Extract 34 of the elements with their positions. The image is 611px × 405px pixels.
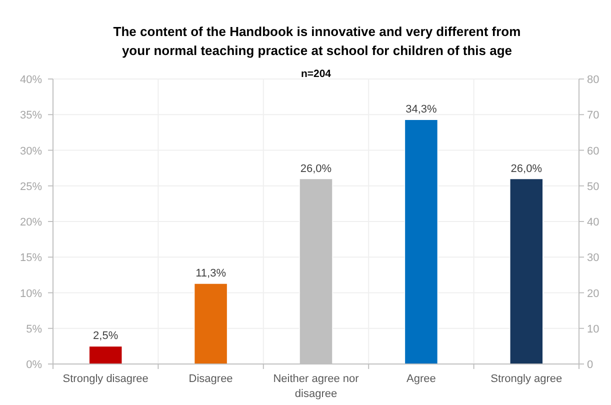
bar [194, 283, 228, 364]
y-tick-label: 40% [20, 74, 42, 86]
annotation: n=204 [300, 68, 332, 80]
y-tick-label: 0% [26, 359, 42, 371]
x-tick-label: Neither agree nor disagree [273, 373, 360, 400]
x-tick-label: Strongly disagree [62, 373, 148, 385]
y-tick-label: 25% [20, 180, 42, 193]
chart-title: The content of the Handbook is innovative and very different from your normal teaching practice at school for children of this age [113, 24, 521, 58]
x-tick-label: Disagree [188, 373, 233, 385]
y-tick-label: 5% [26, 323, 42, 336]
data-label: 26,0% [300, 162, 332, 175]
y-tick-label: 15% [20, 252, 42, 264]
y2-tick-label: 0 [587, 359, 594, 371]
data-label: 26,0% [510, 162, 542, 175]
y2-tick-label: 30 [587, 252, 600, 264]
y-tick-label: 30% [20, 145, 42, 158]
y2-tick-label: 80 [587, 74, 600, 86]
y2-tick-label: 50 [587, 180, 600, 193]
bar [510, 178, 544, 364]
y2-tick-label: 20 [587, 288, 600, 300]
bar [88, 346, 122, 364]
x-tick-label: Strongly agree [490, 373, 562, 385]
y2-tick-label: 40 [587, 216, 600, 228]
data-label: 34,3% [406, 104, 438, 116]
y-tick-label: 35% [20, 110, 42, 122]
bar [404, 119, 438, 364]
data-label: 2,5% [93, 330, 118, 342]
y2-tick-label: 70 [587, 110, 600, 122]
y-tick-label: 10% [20, 288, 42, 300]
data-label: 11,3% [196, 267, 226, 280]
y2-tick-label: 10 [587, 323, 600, 336]
y-tick-label: 20% [20, 216, 42, 228]
x-tick-label: Agree [406, 373, 436, 385]
y2-tick-label: 60 [587, 145, 600, 158]
